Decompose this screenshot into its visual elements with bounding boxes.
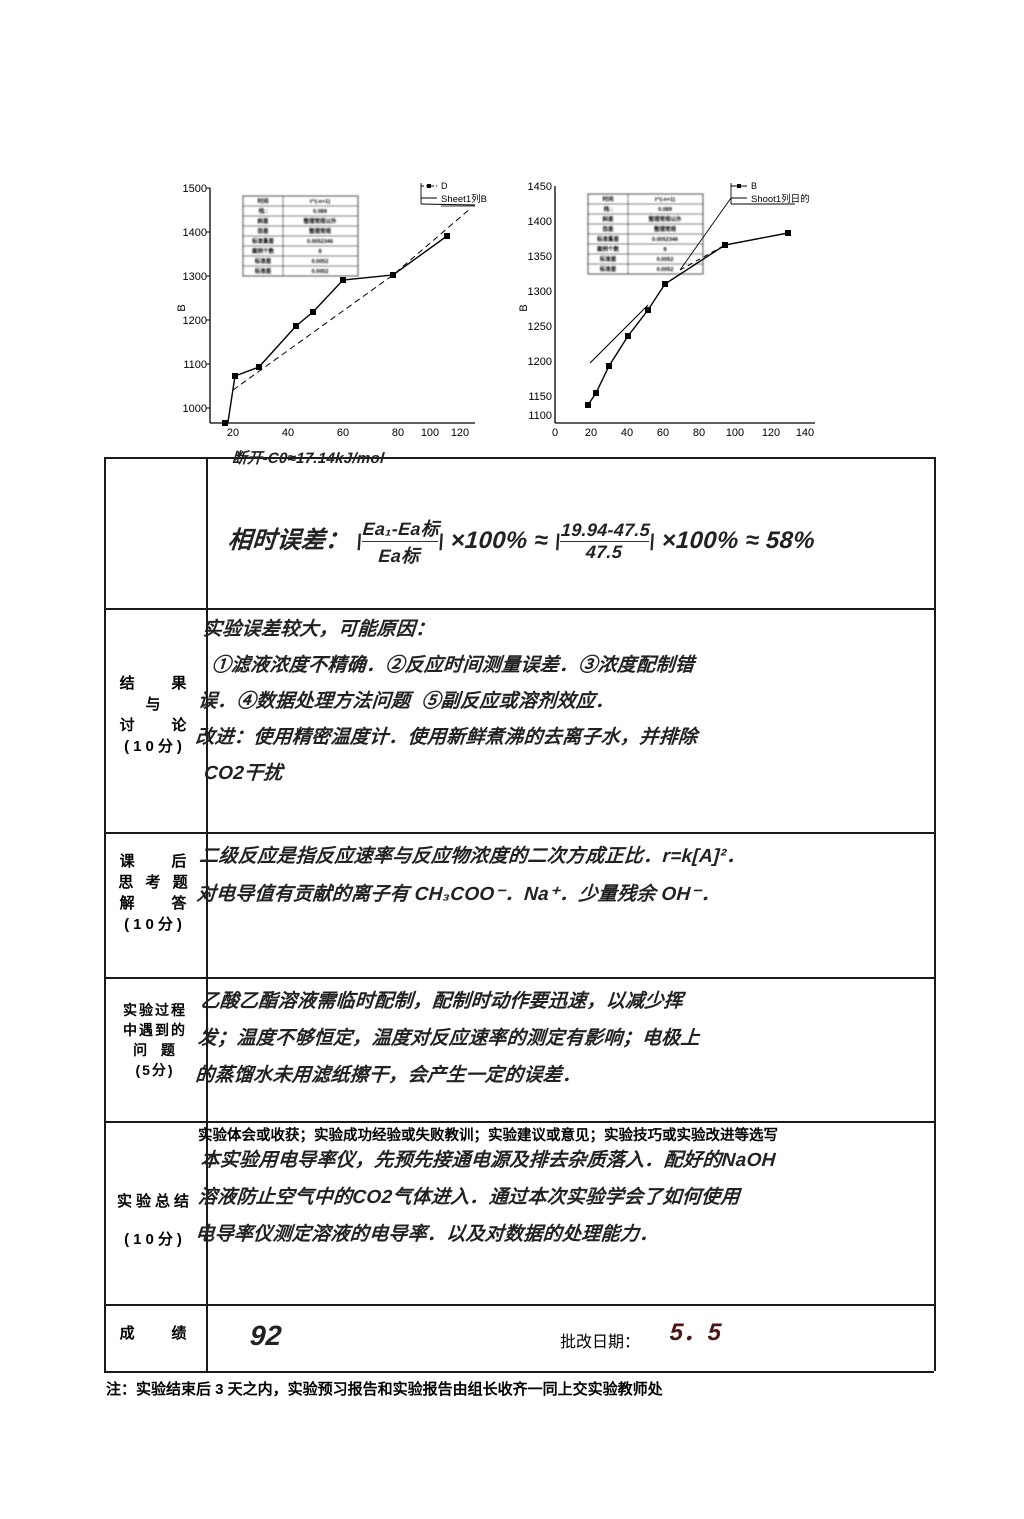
svg-text:怨差: 怨差 bbox=[256, 227, 269, 235]
svg-text:整理常规: 整理常规 bbox=[309, 227, 332, 235]
svg-text:标准賌差: 标准賌差 bbox=[251, 237, 275, 245]
svg-text:B: B bbox=[751, 181, 757, 191]
svg-text:1200: 1200 bbox=[183, 315, 207, 327]
svg-text:整理常规以外: 整理常规以外 bbox=[303, 217, 337, 225]
svg-text:0.0052: 0.0052 bbox=[312, 259, 329, 265]
svg-text:1100: 1100 bbox=[183, 359, 207, 371]
svg-text:Shoot1列日的: Shoot1列日的 bbox=[751, 193, 810, 205]
svg-text:标准差: 标准差 bbox=[254, 267, 272, 275]
svg-text:1450: 1450 bbox=[528, 181, 552, 193]
svg-text:0.0052: 0.0052 bbox=[657, 257, 674, 263]
svg-text:B: B bbox=[518, 304, 530, 311]
svg-text:标准差: 标准差 bbox=[599, 265, 617, 273]
svg-text:t^(-n+1): t^(-n+1) bbox=[655, 197, 675, 203]
svg-text:标准賌差: 标准賌差 bbox=[596, 235, 620, 243]
svg-text:120: 120 bbox=[451, 427, 469, 439]
svg-text:1500: 1500 bbox=[183, 183, 207, 195]
svg-text:60: 60 bbox=[337, 427, 349, 439]
svg-text:1150: 1150 bbox=[528, 391, 552, 403]
svg-text:80: 80 bbox=[693, 427, 705, 439]
svg-text:斜差: 斜差 bbox=[601, 215, 614, 223]
svg-text:20: 20 bbox=[227, 427, 239, 439]
svg-text:120: 120 bbox=[762, 427, 780, 439]
svg-text:1300: 1300 bbox=[528, 286, 552, 298]
svg-text:标准差: 标准差 bbox=[599, 255, 617, 263]
svg-text:时间: 时间 bbox=[257, 197, 269, 205]
svg-text:1300: 1300 bbox=[183, 271, 207, 283]
svg-text:1400: 1400 bbox=[528, 216, 552, 228]
svg-text:怨差: 怨差 bbox=[601, 225, 614, 233]
svg-text:1350: 1350 bbox=[528, 251, 552, 263]
svg-text:60: 60 bbox=[657, 427, 669, 439]
svg-text:时间: 时间 bbox=[602, 195, 614, 203]
svg-text:斜差: 斜差 bbox=[256, 217, 269, 225]
svg-text:Sheet1列B: Sheet1列B bbox=[441, 193, 487, 205]
svg-text:栈□: 栈□ bbox=[604, 205, 614, 213]
svg-text:案例个数: 案例个数 bbox=[251, 247, 275, 255]
svg-text:40: 40 bbox=[282, 427, 294, 439]
svg-text:80: 80 bbox=[392, 427, 404, 439]
svg-text:100: 100 bbox=[421, 427, 439, 439]
svg-text:0.089: 0.089 bbox=[313, 209, 327, 215]
svg-text:8: 8 bbox=[318, 249, 321, 255]
svg-text:B: B bbox=[176, 304, 188, 311]
svg-text:D: D bbox=[441, 181, 448, 191]
svg-text:1100: 1100 bbox=[528, 410, 552, 422]
svg-text:0.0052: 0.0052 bbox=[312, 269, 329, 275]
svg-text:40: 40 bbox=[621, 427, 633, 439]
svg-text:8: 8 bbox=[663, 247, 666, 253]
svg-text:1000: 1000 bbox=[183, 403, 207, 415]
svg-text:整理常规以外: 整理常规以外 bbox=[648, 215, 682, 223]
svg-text:1200: 1200 bbox=[528, 356, 552, 368]
svg-text:0.0052: 0.0052 bbox=[657, 267, 674, 273]
svg-text:1250: 1250 bbox=[528, 321, 552, 333]
svg-text:0.0052346: 0.0052346 bbox=[652, 237, 678, 243]
svg-text:0.0052346: 0.0052346 bbox=[307, 239, 333, 245]
svg-text:140: 140 bbox=[796, 427, 814, 439]
svg-text:0: 0 bbox=[552, 427, 558, 439]
svg-text:20: 20 bbox=[585, 427, 597, 439]
svg-text:整理常规: 整理常规 bbox=[654, 225, 677, 233]
svg-text:100: 100 bbox=[726, 427, 744, 439]
svg-text:0.089: 0.089 bbox=[658, 207, 672, 213]
svg-text:1400: 1400 bbox=[183, 227, 207, 239]
svg-text:t^(-n+1): t^(-n+1) bbox=[310, 199, 330, 205]
svg-text:标准差: 标准差 bbox=[254, 257, 272, 265]
svg-text:案例个数: 案例个数 bbox=[596, 245, 620, 253]
svg-text:栈□: 栈□ bbox=[259, 207, 269, 215]
